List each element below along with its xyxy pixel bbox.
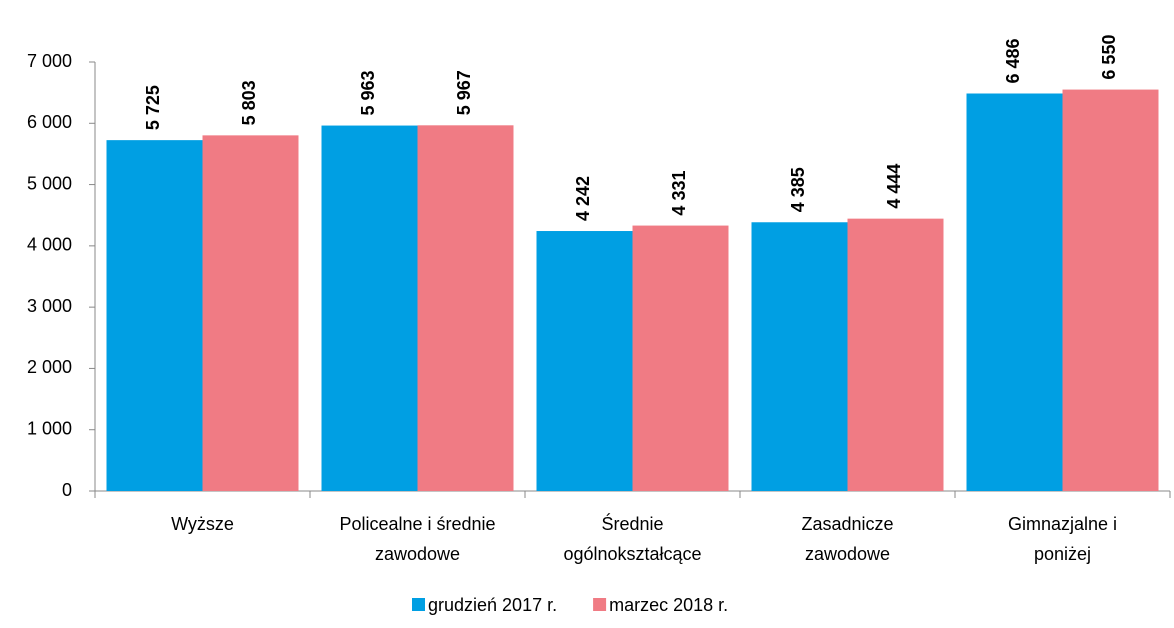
value-label: 6 486 bbox=[1003, 38, 1023, 83]
legend-swatch bbox=[412, 598, 425, 611]
bar bbox=[751, 222, 848, 491]
value-label: 4 385 bbox=[788, 167, 808, 212]
y-tick-label: 7 000 bbox=[27, 51, 72, 71]
bar bbox=[202, 135, 299, 491]
y-tick-label: 2 000 bbox=[27, 357, 72, 377]
y-tick-label: 3 000 bbox=[27, 296, 72, 316]
legend-label: marzec 2018 r. bbox=[609, 595, 728, 615]
bar bbox=[417, 125, 514, 492]
value-label: 5 963 bbox=[358, 71, 378, 116]
bar bbox=[536, 231, 633, 491]
x-tick-label: Wyższe bbox=[171, 514, 234, 534]
value-label: 4 444 bbox=[884, 164, 904, 209]
legend-label: grudzień 2017 r. bbox=[428, 595, 557, 615]
y-tick-label: 4 000 bbox=[27, 235, 72, 255]
y-tick-label: 0 bbox=[62, 480, 72, 500]
legend-swatch bbox=[593, 598, 607, 611]
y-tick-label: 1 000 bbox=[27, 418, 72, 438]
bar bbox=[106, 140, 203, 491]
value-label: 6 550 bbox=[1099, 35, 1119, 80]
value-label: 5 803 bbox=[239, 80, 259, 125]
x-tick-label: Policealne i średnie zawodowe bbox=[339, 514, 496, 564]
bar bbox=[847, 218, 944, 491]
bar bbox=[1062, 89, 1159, 491]
x-tick-label: Gimnazjalne i poniżej bbox=[1007, 514, 1118, 564]
bar bbox=[966, 93, 1063, 491]
bar bbox=[321, 125, 418, 491]
value-label: 5 967 bbox=[454, 70, 474, 115]
value-label: 4 242 bbox=[573, 176, 593, 221]
y-tick-label: 5 000 bbox=[27, 173, 72, 193]
y-tick-label: 6 000 bbox=[27, 112, 72, 132]
value-label: 5 725 bbox=[143, 85, 163, 130]
bar bbox=[632, 225, 729, 491]
x-tick-label: Zasadnicze zawodowe bbox=[801, 514, 894, 564]
x-tick-label: Średnie ogólnokształcące bbox=[563, 514, 702, 564]
value-label: 4 331 bbox=[669, 171, 689, 216]
